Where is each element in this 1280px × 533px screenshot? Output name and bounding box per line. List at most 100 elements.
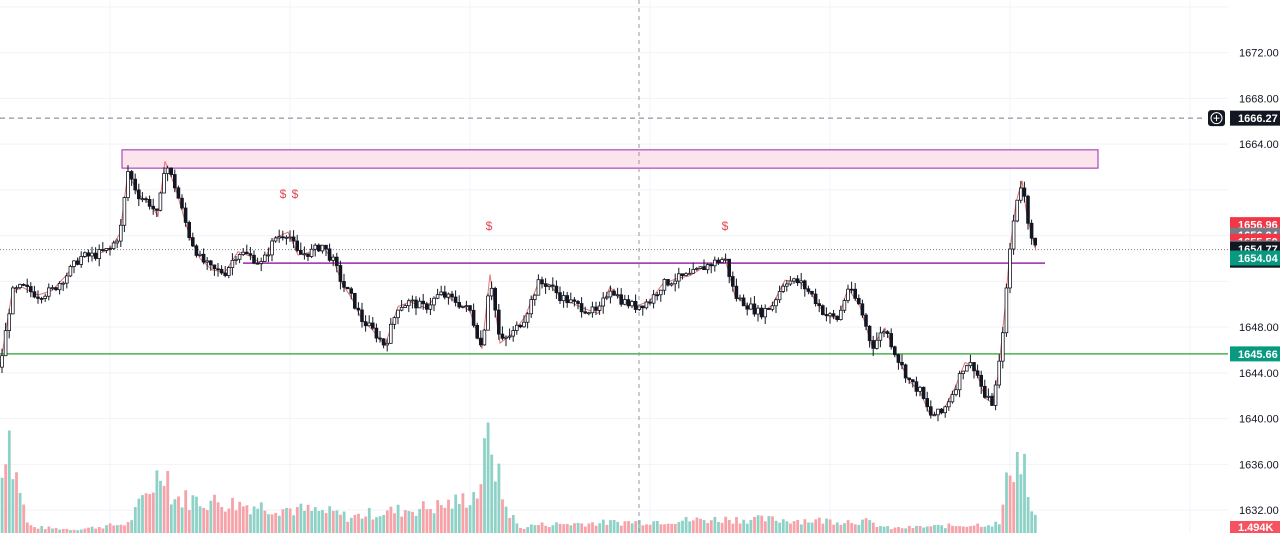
volume-bar [1023,453,1026,533]
candle [432,296,436,312]
resistance-zone[interactable] [121,149,1099,169]
candle-body [698,266,703,269]
candle [489,281,494,301]
candle-body [677,273,681,282]
volume-bar [209,500,213,533]
candle [410,295,415,309]
volume-bar [803,519,807,533]
candle-body [43,295,47,299]
volume-bar [54,527,58,533]
horizontal-lines[interactable] [0,117,1228,355]
candle-body [583,311,587,314]
candle [752,296,757,317]
candle-body [1026,195,1030,224]
candle [929,400,933,419]
volume-bar [839,524,843,533]
candle [266,247,271,263]
candle [493,286,497,318]
candle-body [518,324,523,328]
volume-bar [990,526,994,533]
plus-circle-icon[interactable] [1208,110,1225,127]
volume-bar [900,528,904,533]
candle [795,275,800,286]
volume-bar [241,506,245,533]
candle-body [154,208,159,211]
candle-body [558,292,562,302]
volume-bar [616,521,620,533]
candle-body [619,294,623,305]
candle-body [226,267,231,276]
candle [558,286,562,304]
volume-bar [853,524,857,533]
candle-body [633,301,638,310]
volume-label-box [1230,521,1280,533]
candle [288,230,292,242]
candle-body [975,370,980,376]
volume-bar [205,510,209,533]
candle-body [378,337,382,340]
volume-bar [195,496,198,533]
candle [417,297,422,309]
volume-bar [411,511,414,533]
candle-body [119,224,123,242]
volume-bar [526,527,530,533]
candle [302,246,307,260]
volume-bar [490,454,494,533]
candle [993,380,998,411]
volume-bar [1030,511,1034,533]
volume-bar [414,515,418,533]
price-axis[interactable]: 1672.00 1668.00 1664.00 1648.00 1644.00 1640.… [1208,0,1280,533]
candle-body [460,305,465,308]
candle-body [104,247,109,251]
price-label[interactable]: 1654.04 [1230,250,1280,266]
candle-body [821,305,825,315]
volume-bar [65,528,69,533]
candle-body [320,244,325,252]
volume-bar [886,526,890,533]
candle-body [1008,248,1012,289]
candle [374,323,379,343]
candle [277,229,281,243]
candle-body [835,315,839,320]
candle [471,303,476,328]
candle-body [846,288,850,301]
candle-body [687,272,692,275]
candle-body [727,258,731,277]
candle [104,247,109,254]
volume-bar [807,522,810,533]
candle [342,273,346,292]
volume-bar [234,510,238,533]
candle-body [352,292,357,309]
candle [630,299,634,309]
volume-bar [501,499,504,533]
candle-body [594,306,598,311]
candle [248,247,253,261]
candle [626,294,631,309]
volume-bar [673,523,677,533]
candle [32,285,37,299]
candle [518,324,523,329]
candle-body [1011,220,1016,250]
candle-body [180,197,184,209]
volume-bar [789,523,792,533]
volume-bar [400,516,404,533]
candle [896,353,901,370]
candle-body [151,205,156,210]
candle-body [284,236,289,239]
candle [129,170,134,186]
candle [291,230,296,249]
volume-bar [933,525,936,533]
price-label[interactable]: 1645.66 [1230,346,1280,362]
candle-body [774,299,778,307]
candle-body [738,297,742,300]
candle [590,301,595,318]
candle-body [972,362,976,372]
volume-label[interactable]: 1.494K [1230,521,1280,533]
volume-bar [155,470,159,533]
candle [219,265,224,275]
candle [813,288,818,307]
candle-body [623,299,627,305]
candle-body [223,272,228,276]
price-label[interactable]: 1666.27 [1230,110,1280,126]
